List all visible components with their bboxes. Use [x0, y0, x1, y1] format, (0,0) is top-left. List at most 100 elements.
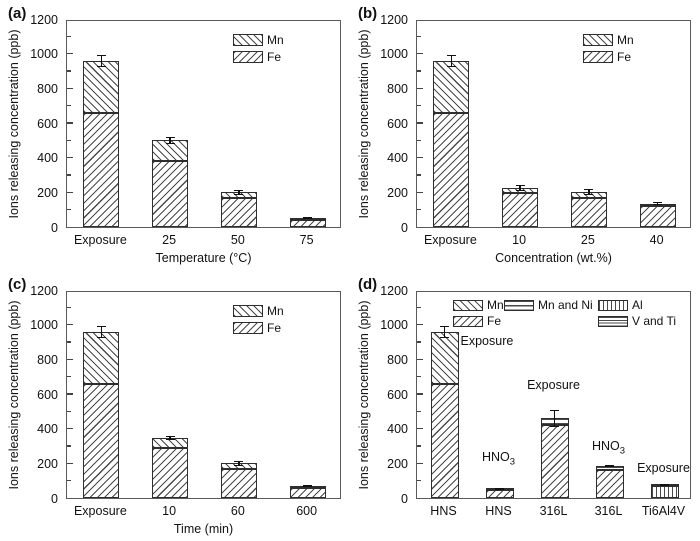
bar-10: [152, 438, 189, 498]
y-tick-major: [417, 393, 423, 395]
panel-tag: (b): [358, 5, 378, 22]
y-tick-minor: [67, 306, 71, 308]
bar-segment-diag-back: [433, 60, 470, 113]
bar-segment-diag-fwd: [289, 219, 326, 227]
panel-tag: (c): [8, 276, 27, 293]
y-tick-major: [417, 358, 423, 360]
x-tick-label: 316L: [539, 504, 568, 518]
legend-item-al: Al: [598, 298, 643, 312]
y-tick-major: [67, 358, 73, 360]
y-tick-label: 600: [387, 387, 408, 402]
y-tick-minor: [417, 174, 421, 176]
legend-label: Mn: [267, 33, 284, 47]
legend-swatch-diag-back: [233, 34, 263, 46]
legend-swatch-diag-back: [453, 299, 483, 311]
panel-b: (b) Ions releasing concentration (ppb) Mn F…: [350, 0, 700, 270]
y-tick-label: 800: [387, 352, 408, 367]
legend-swatch-diag-fwd: [453, 315, 483, 327]
y-tick-minor: [417, 35, 421, 37]
error-bar: [584, 189, 594, 196]
bar-316l: [540, 418, 569, 498]
x-tick-label: 600: [296, 504, 318, 518]
legend-swatch-diag-back: [583, 34, 613, 46]
y-tick-minor: [417, 410, 421, 412]
panel-c: (c) Ions releasing concentration (ppb) Mn F…: [0, 271, 350, 541]
legend-label: Mn: [267, 304, 284, 318]
y-tick-minor: [67, 376, 71, 378]
bar-segment-diag-back: [83, 331, 120, 385]
error-bar: [446, 54, 456, 67]
annotation-exposure: Exposure: [460, 334, 514, 349]
y-tick-minor: [417, 105, 421, 107]
x-tick-label: 40: [649, 233, 664, 247]
y-tick-label: 1000: [30, 47, 58, 62]
y-tick-major: [67, 87, 73, 89]
bar-segment-diag-fwd: [152, 447, 189, 498]
y-tick-major: [67, 324, 73, 326]
legend-item-mn: Mn: [233, 33, 284, 47]
y-tick-major: [417, 122, 423, 124]
bar-segment-diag-fwd: [595, 470, 624, 498]
bar-segment-diag-fwd: [152, 161, 189, 227]
y-tick-label: 800: [37, 352, 58, 367]
legend-label: Al: [632, 298, 643, 312]
y-tick-minor: [417, 376, 421, 378]
bar-40: [639, 203, 676, 227]
legend-item-mn: Mn: [453, 298, 504, 312]
bar-hns: [430, 331, 459, 498]
bar-60: [220, 463, 257, 498]
y-tick-minor: [417, 480, 421, 482]
y-tick-minor: [67, 410, 71, 412]
x-axis-title: Concentration (wt.%): [495, 251, 612, 265]
x-tick-label: Exposure: [73, 233, 127, 247]
legend-label: V and Ti: [632, 314, 677, 328]
x-tick-label: 25: [580, 233, 595, 247]
y-tick-minor: [417, 341, 421, 343]
legend-label: Mn: [487, 298, 504, 312]
y-tick-label: 800: [37, 81, 58, 96]
bar-25: [570, 192, 607, 227]
x-tick-label: Exposure: [73, 504, 127, 518]
y-tick-minor: [67, 35, 71, 37]
bar-segment-diag-fwd: [433, 112, 470, 227]
y-tick-label: 1200: [30, 283, 58, 298]
error-bar: [96, 54, 106, 67]
x-tick-label: HNS: [430, 504, 457, 518]
y-tick-major: [417, 191, 423, 193]
x-axis-title: Time (min): [173, 522, 234, 536]
bar-75: [289, 217, 326, 227]
error-bar: [495, 488, 504, 491]
y-tick-minor: [417, 445, 421, 447]
y-tick-label: 0: [51, 220, 58, 235]
y-tick-minor: [417, 209, 421, 211]
legend-label: Fe: [617, 50, 632, 64]
legend-swatch-diag-fwd: [233, 51, 263, 63]
legend-label: Fe: [267, 321, 282, 335]
legend-item-mn: Mn: [583, 33, 634, 47]
legend-swatch-horiz-dense: [598, 315, 628, 327]
y-tick-major: [67, 191, 73, 193]
x-tick-label: 60: [230, 504, 245, 518]
bar-10: [502, 188, 539, 227]
y-tick-label: 400: [37, 151, 58, 166]
y-tick-label: 1000: [30, 318, 58, 333]
y-tick-major: [67, 428, 73, 430]
bar-segment-diag-back: [430, 331, 459, 384]
plot-area: Mn Mn and Ni Al Fe V and Ti: [416, 291, 691, 499]
y-tick-label: 1200: [30, 12, 58, 27]
error-bar: [440, 325, 449, 338]
y-tick-label: 1000: [380, 318, 408, 333]
x-tick-label: HNS: [485, 504, 512, 518]
error-bar: [234, 460, 244, 466]
panel-d: (d) Ions releasing concentration (ppb) Mn M…: [350, 271, 700, 541]
y-tick-label: 400: [387, 151, 408, 166]
error-bar: [653, 202, 663, 205]
error-bar: [550, 409, 559, 427]
y-tick-label: 0: [401, 491, 408, 506]
x-tick-label: 75: [299, 233, 314, 247]
y-tick-label: 1200: [380, 12, 408, 27]
bar-segment-diag-fwd: [220, 197, 257, 227]
error-bar: [234, 189, 244, 195]
y-tick-major: [417, 462, 423, 464]
x-tick-label: 10: [162, 504, 177, 518]
